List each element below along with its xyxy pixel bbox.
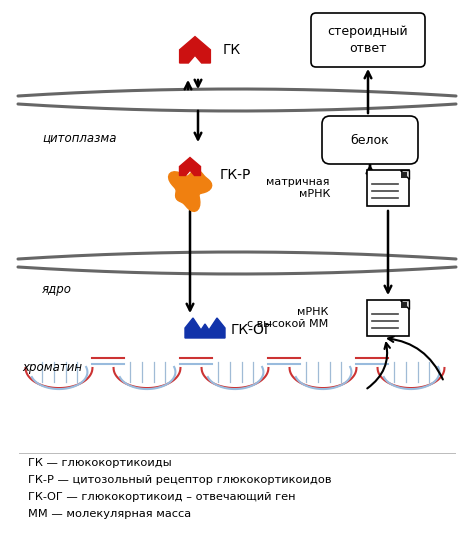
Polygon shape — [180, 36, 210, 63]
Text: ядро: ядро — [42, 284, 72, 296]
FancyBboxPatch shape — [322, 116, 418, 164]
FancyBboxPatch shape — [367, 300, 409, 336]
Polygon shape — [180, 158, 201, 175]
FancyBboxPatch shape — [367, 170, 409, 206]
Polygon shape — [169, 170, 212, 211]
Text: мРНК
с высокой ММ: мРНК с высокой ММ — [247, 307, 328, 329]
Text: белок: белок — [351, 133, 389, 147]
Bar — [401, 172, 407, 178]
Text: стероидный
ответ: стероидный ответ — [328, 25, 408, 55]
Polygon shape — [400, 170, 409, 179]
Text: ГК-Р: ГК-Р — [220, 168, 251, 182]
FancyBboxPatch shape — [311, 13, 425, 67]
Text: ГК-ОГ — глюкокортикоид – отвечающий ген: ГК-ОГ — глюкокортикоид – отвечающий ген — [28, 492, 295, 502]
Text: ГК — глюкокортикоиды: ГК — глюкокортикоиды — [28, 458, 172, 468]
Polygon shape — [400, 300, 409, 309]
Polygon shape — [185, 318, 225, 338]
Bar — [401, 302, 407, 308]
Text: ГК-Р — цитозольный рецептор глюкокортикоидов: ГК-Р — цитозольный рецептор глюкокортико… — [28, 475, 331, 485]
Text: ММ — молекулярная масса: ММ — молекулярная масса — [28, 509, 191, 519]
Text: ГК: ГК — [223, 43, 241, 57]
Text: ГК-ОГ: ГК-ОГ — [231, 323, 273, 337]
Text: матричная
мРНК: матричная мРНК — [266, 177, 330, 199]
Text: цитоплазма: цитоплазма — [42, 132, 117, 144]
Text: хроматин: хроматин — [22, 362, 82, 374]
